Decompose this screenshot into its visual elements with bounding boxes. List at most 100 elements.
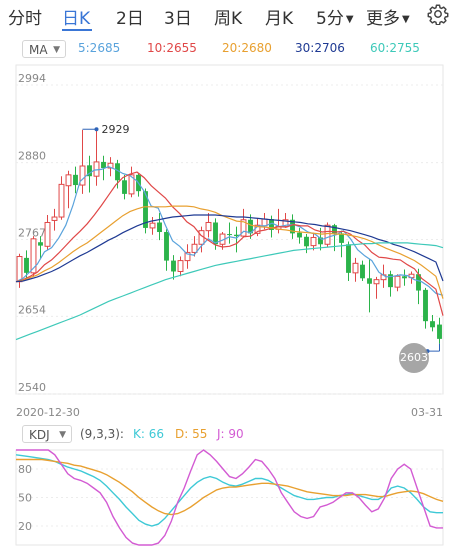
x-start-label: 2020-12-30 <box>16 406 80 419</box>
candle-body <box>79 165 86 186</box>
candle-body <box>318 237 323 245</box>
k-legend: K: 66 <box>133 427 164 441</box>
candle-body <box>304 236 309 247</box>
candle-body <box>164 232 169 261</box>
candle-body <box>101 161 106 169</box>
tab-label: 3日 <box>164 9 192 29</box>
ma-line-ma10 <box>15 171 444 316</box>
candle-body <box>402 276 407 279</box>
main-plot-frame <box>15 64 444 395</box>
candle-body <box>87 165 92 177</box>
tab-5[interactable]: 月K <box>265 4 293 29</box>
tab-label: 周K <box>214 9 243 29</box>
kdj-line-k <box>15 454 443 527</box>
ma-selector-label: MA <box>29 43 48 57</box>
candle-body <box>65 174 72 187</box>
caret-down-icon: ▼ <box>402 13 410 25</box>
active-tab-underline <box>62 29 92 31</box>
candle-body <box>332 225 337 234</box>
tab-3[interactable]: 3日 <box>164 4 192 29</box>
ma-line-ma5 <box>15 166 444 296</box>
candle-body <box>346 244 351 273</box>
tab-label: 月K <box>265 9 294 29</box>
candle-body <box>149 222 156 229</box>
candle-body <box>93 161 100 177</box>
ma-legend: MA ▼ 5:2685 10:2655 20:2680 30:2706 60:2… <box>0 40 459 60</box>
x-end-label: 03-31 <box>411 406 443 419</box>
max-annotation-dot <box>94 127 99 132</box>
candle-body <box>177 260 184 272</box>
ma5-legend: 5:2685 <box>78 41 121 55</box>
candle-body <box>269 219 274 230</box>
y-tick-label: 2767 <box>18 227 46 240</box>
y-tick-label: 2994 <box>18 72 46 85</box>
ma30-legend: 30:2706 <box>295 41 345 55</box>
ma-line-ma60 <box>15 242 444 341</box>
candle-body <box>16 256 23 283</box>
kdj-line-j <box>16 449 443 546</box>
candle-body <box>30 238 37 274</box>
candle-body <box>234 234 239 237</box>
tab-2[interactable]: 2日 <box>116 4 144 29</box>
candle-body <box>394 275 401 288</box>
candle-body <box>352 262 359 274</box>
tab-1[interactable]: 日K <box>62 4 90 29</box>
candle-body <box>388 274 393 288</box>
tab-label: 更多 <box>366 9 400 29</box>
max-price-label: 2929 <box>102 123 130 136</box>
kdj-legend: KDJ ▼ (9,3,3): K: 66 D: 55 J: 90 <box>0 425 459 445</box>
candle-body <box>73 174 78 186</box>
candle-body <box>423 289 428 322</box>
caret-down-icon: ▼ <box>53 45 60 55</box>
d-legend: D: 55 <box>175 427 208 441</box>
candle-body <box>430 321 435 328</box>
candle-body <box>157 222 162 233</box>
candle-body <box>360 264 365 279</box>
candle-body <box>373 279 380 285</box>
last-price-bubble[interactable]: 2603 <box>399 343 429 373</box>
tab-4[interactable]: 周K <box>214 4 242 29</box>
tab-label: 日K <box>62 9 91 29</box>
kdj-plot-frame <box>15 449 444 546</box>
candle-body <box>24 257 29 273</box>
candle-body <box>324 224 331 245</box>
candle-body <box>297 232 302 238</box>
tab-label: 分时 <box>8 9 42 29</box>
candle-body <box>122 180 127 194</box>
kdj-y-tick-label: 20 <box>18 520 32 533</box>
candle-body <box>437 324 442 339</box>
candle-body <box>38 242 43 246</box>
candle-body <box>310 236 317 247</box>
candle-body <box>51 216 58 221</box>
candle-body <box>205 221 212 232</box>
ma-line-ma30 <box>15 214 444 283</box>
caret-down-icon: ▼ <box>59 430 66 440</box>
y-tick-label: 2540 <box>18 381 46 394</box>
candle-body <box>248 219 253 234</box>
tab-label: 5分 <box>316 9 344 29</box>
tab-0[interactable]: 分时 <box>8 4 42 29</box>
candle-body <box>191 243 198 253</box>
candle-body <box>143 191 148 228</box>
candle-body <box>367 278 372 284</box>
tab-label: 2日 <box>116 9 144 29</box>
candle-body <box>115 163 120 181</box>
ma10-legend: 10:2655 <box>147 41 197 55</box>
kdj-indicator-selector[interactable]: KDJ ▼ <box>22 425 72 443</box>
candle-body <box>171 260 176 272</box>
tab-6[interactable]: 5分 ▼ <box>316 4 354 29</box>
candle-body <box>416 274 421 291</box>
ma-line-ma20 <box>15 205 444 299</box>
ma60-legend: 60:2755 <box>370 41 420 55</box>
ma-indicator-selector[interactable]: MA ▼ <box>22 40 66 58</box>
gear-icon[interactable] <box>427 3 449 25</box>
kdj-selector-label: KDJ <box>29 428 50 442</box>
candle-body <box>227 234 232 236</box>
tab-7[interactable]: 更多 ▼ <box>366 4 410 29</box>
caret-down-icon: ▼ <box>345 13 354 25</box>
j-legend: J: 90 <box>217 427 244 441</box>
candle-body <box>128 174 135 195</box>
kdj-y-tick-label: 50 <box>18 492 32 505</box>
kdj-params: (9,3,3): <box>80 427 124 441</box>
y-tick-label: 2654 <box>18 303 46 316</box>
